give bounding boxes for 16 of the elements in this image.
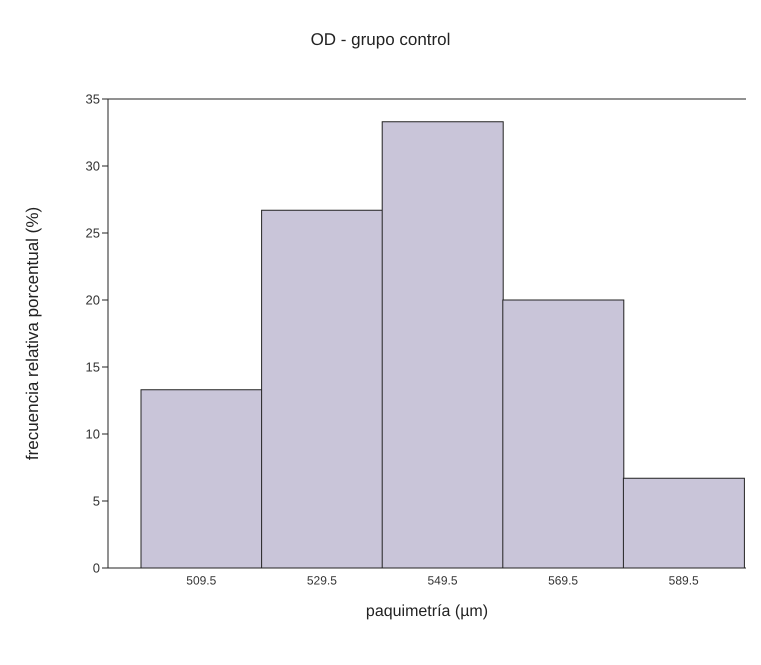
y-tick-label: 35 — [86, 92, 100, 107]
y-tick-label: 0 — [92, 560, 100, 576]
x-axis-title: paquimetría (µm) — [366, 603, 488, 620]
x-tick-label: 529.5 — [306, 574, 338, 588]
y-tick-label: 5 — [92, 494, 100, 509]
x-tick-label: 509.5 — [186, 574, 217, 588]
y-tick-label: 20 — [86, 292, 100, 308]
y-tick-label: 15 — [86, 360, 100, 375]
x-tick-label: 569.5 — [548, 574, 578, 588]
chart-title: OD - grupo control — [310, 30, 452, 50]
x-tick-label: 549.5 — [427, 574, 458, 588]
y-axis-title: frecuencia relativa porcentual (%) — [23, 206, 42, 460]
y-tick-label: 30 — [86, 158, 100, 174]
y-tick-label: 25 — [86, 226, 100, 241]
y-tick-label: 10 — [86, 426, 100, 442]
x-tick-label: 589.5 — [668, 574, 700, 588]
